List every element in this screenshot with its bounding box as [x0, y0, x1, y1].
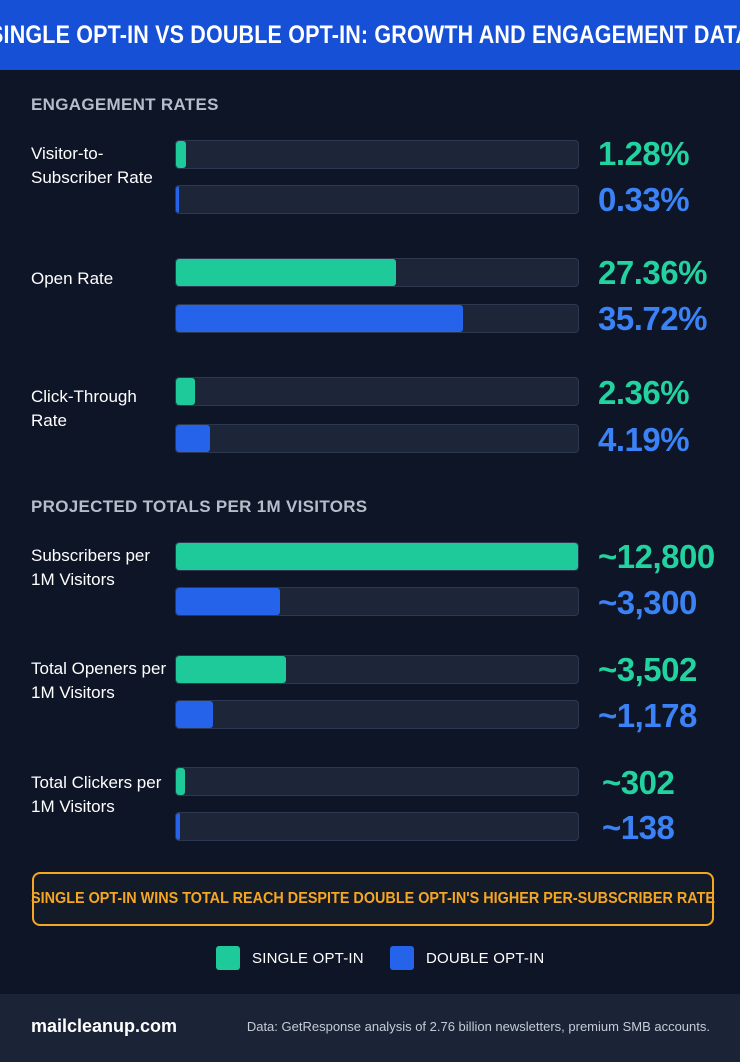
bar-track: [175, 424, 579, 453]
bar-track: [175, 767, 579, 796]
legend-label-double: DOUBLE OPT-IN: [426, 949, 545, 967]
brand-name: mailcleanup.com: [31, 1016, 178, 1036]
value-double-visitor: 0.33%: [598, 181, 690, 218]
bar-track: [175, 258, 579, 287]
chart-title: SINGLE OPT-IN VS DOUBLE OPT-IN: GROWTH A…: [0, 20, 740, 49]
bar-double-subscribers: [176, 588, 280, 615]
metric-label: Total Clickers per 1M Visitors: [31, 773, 162, 816]
value-double-openers: ~1,178: [598, 697, 697, 734]
legend: SINGLE OPT-IN DOUBLE OPT-IN: [0, 946, 740, 974]
bar-double-clickers: [176, 813, 181, 840]
legend-label-single: SINGLE OPT-IN: [252, 949, 364, 967]
bar-track: [175, 542, 579, 571]
value-single-visitor: 1.28%: [598, 135, 690, 172]
metric-label: Subscribers per 1M Visitors: [31, 546, 151, 589]
takeaway-banner: SINGLE OPT-IN WINS TOTAL REACH DESPITE D…: [31, 872, 716, 926]
footer: mailcleanup.com Data: GetResponse analys…: [0, 994, 740, 1062]
value-single-ctr: 2.36%: [598, 374, 690, 411]
value-double-ctr: 4.19%: [598, 421, 690, 458]
metric-label: Total Openers per 1M Visitors: [31, 659, 167, 702]
bar-track: [175, 140, 579, 169]
value-double-clickers: ~138: [602, 809, 675, 846]
header-bar: SINGLE OPT-IN VS DOUBLE OPT-IN: GROWTH A…: [0, 0, 740, 70]
bar-double-ctr: [176, 425, 210, 452]
legend-swatch-double: [390, 946, 414, 970]
section-title-projected: PROJECTED TOTALS PER 1M VISITORS: [31, 497, 368, 516]
bar-double-open: [176, 305, 464, 332]
value-double-subscribers: ~3,300: [598, 584, 697, 621]
legend-item-double: DOUBLE OPT-IN: [390, 946, 544, 970]
bar-single-open: [176, 259, 396, 286]
value-double-open: 35.72%: [598, 300, 707, 337]
bar-track: [175, 655, 579, 684]
metric-label: Visitor-to-Subscriber Rate: [31, 144, 153, 187]
value-single-openers: ~3,502: [598, 651, 697, 688]
bar-double-openers: [176, 701, 213, 728]
legend-swatch-single: [216, 946, 240, 970]
value-single-subscribers: ~12,800: [598, 538, 715, 575]
value-single-open: 27.36%: [598, 254, 707, 291]
bar-single-visitor: [176, 141, 187, 168]
metric-label: Click-Through Rate: [31, 387, 137, 430]
bar-track: [175, 185, 579, 214]
bar-track: [175, 812, 579, 841]
legend-item-single: SINGLE OPT-IN: [216, 946, 364, 970]
bar-track: [175, 587, 579, 616]
bar-double-visitor: [176, 186, 179, 213]
value-single-clickers: ~302: [602, 764, 675, 801]
bar-track: [175, 377, 579, 406]
bar-single-openers: [176, 656, 286, 683]
bar-track: [175, 304, 579, 333]
section-title-engagement: ENGAGEMENT RATES: [31, 95, 219, 114]
bar-track: [175, 700, 579, 729]
bar-single-clickers: [176, 768, 186, 795]
metric-label: Open Rate: [31, 269, 114, 288]
source-note: Data: GetResponse analysis of 2.76 billi…: [246, 1019, 710, 1034]
bar-single-subscribers: [176, 543, 578, 570]
takeaway-text: SINGLE OPT-IN WINS TOTAL REACH DESPITE D…: [31, 890, 716, 907]
bar-single-ctr: [176, 378, 195, 405]
